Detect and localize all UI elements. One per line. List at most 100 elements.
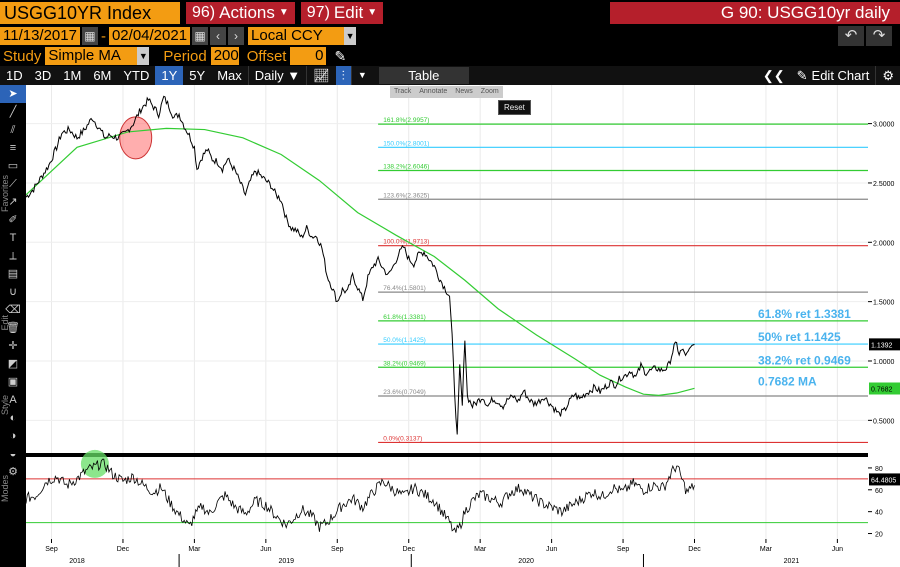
actions-menu[interactable]: 96) Actions ▼ [186,2,295,24]
annotate-button[interactable]: Annotate [419,88,448,95]
pencil-icon[interactable]: ✎ [334,47,347,64]
x-tick-label: Mar [760,546,773,553]
brush-tool-icon[interactable]: ✐ [8,214,18,226]
edit-menu[interactable]: 97) Edit ▼ [300,2,384,24]
actions-label: Actions [219,3,275,22]
range-buttons: 1D 3D 1M 6M YTD 1Y 5Y Max [0,66,248,85]
fib-level-label: 0.0%(0.3137) [383,435,422,442]
next-period-button[interactable]: › [228,27,245,45]
font-tool-icon[interactable]: A [9,394,17,406]
cursor-icon[interactable]: ➤ [0,85,26,103]
pencil-icon: ✎ [796,68,808,83]
x-tick-label: Jun [832,546,843,553]
calendar-icon[interactable]: ▦ [192,27,209,45]
mode-a-icon[interactable]: ◐ [9,412,17,424]
chevron-down-icon: ▼ [367,7,378,18]
study-select[interactable]: Simple MA [45,47,138,65]
style-tool-icon[interactable]: ◩ [7,358,19,370]
settings-icon[interactable]: ⚙ [8,466,18,478]
chevron-down-icon[interactable]: ▼ [344,27,357,45]
favorites-side-label: Favorites [0,175,10,213]
x-tick-label: Dec [403,546,416,553]
redo-icon[interactable]: ↷ [866,26,892,46]
style-side-label: Style [0,395,10,416]
currency-select[interactable]: Local CCY [248,27,345,45]
frequency-select[interactable]: Daily ▼ [247,66,306,85]
magnet-icon[interactable]: ∪ [8,286,18,298]
rsi-line [26,458,695,533]
range-button-3d[interactable]: 3D [34,68,52,83]
arrow-tool-icon[interactable]: ↗ [8,196,18,208]
range-button-1d[interactable]: 1D [6,68,23,83]
zoom-button[interactable]: Zoom [480,88,499,95]
price-chart[interactable]: 161.8%(2.9957) 150.0%(2.8001) 138.2%(2.604… [26,85,900,567]
grid-tool-icon[interactable]: ▤ [7,268,19,280]
chevron-down-icon: ▼ [278,7,289,18]
color-tool-icon[interactable]: ▣ [7,376,19,388]
x-year-label: 2018 [69,558,85,565]
line-tool-icon[interactable]: ╱ [9,106,17,118]
fib-level-label: 38.2%(0.9469) [383,360,426,367]
offset-label: Offset [246,47,287,65]
x-tick-label: Mar [188,546,201,553]
line-chart-icon[interactable]: 📈︎ [306,66,336,85]
range-button-max[interactable]: Max [217,68,242,83]
undo-icon[interactable]: ↶ [838,26,864,46]
y-tick-label: 1.5000 [873,300,895,307]
collapse-icon[interactable]: ❮❮ [762,68,785,83]
reset-button[interactable]: Reset [498,100,531,115]
fib-tool-icon[interactable]: ≡ [9,142,17,154]
offset-input[interactable]: 0 [290,47,327,65]
edit-side-label: Edit [0,315,10,331]
trash-icon[interactable]: 🗑︎ [6,322,20,334]
pane-divider[interactable] [26,453,900,457]
text-tool-icon[interactable]: T [9,232,17,244]
fib-level-label: 150.0%(2.8001) [383,140,429,147]
calendar-icon[interactable]: ▦ [81,27,98,45]
retracement-annotation: 50% ret 1.1425 [758,330,841,344]
eraser-icon[interactable]: ⌫ [5,304,21,316]
rsi-value-tag: 64.4805 [871,477,896,484]
period-input[interactable]: 200 [210,47,239,65]
table-button[interactable]: Table [378,67,469,84]
mode-c-icon[interactable]: ◒ [9,448,17,460]
mode-b-icon[interactable]: ◑ [9,430,17,442]
ticker-field[interactable]: USGG10YR Index [0,2,180,24]
x-tick-label: Sep [331,546,344,553]
ray-tool-icon[interactable]: ⟋ [9,178,17,190]
edit-chart-button[interactable]: ✎ Edit Chart [791,66,876,85]
y-tick-label: 3.0000 [873,122,895,129]
prev-period-button[interactable]: ‹ [210,27,227,45]
crosshair-icon[interactable]: ✛ [8,340,18,352]
edit-chart-label: Edit Chart [811,68,870,83]
channel-tool-icon[interactable]: ⫽ [10,124,16,136]
edit-number: 97) [306,4,330,21]
gear-icon[interactable]: ⚙ [875,66,900,85]
rsi-y-tick-label: 20 [875,532,883,539]
measure-tool-icon[interactable]: ⟂ [9,250,17,262]
date-separator: - [100,27,106,45]
retracement-annotation: 0.7682 MA [758,374,817,388]
range-button-6m[interactable]: 6M [93,68,112,83]
range-button-ytd[interactable]: YTD [123,68,150,83]
retracement-annotation: 61.8% ret 1.3381 [758,307,851,321]
x-year-label: 2020 [518,558,534,565]
end-date-field[interactable]: 02/04/2021 [108,27,191,45]
range-button-1y[interactable]: 1Y [155,66,184,85]
retracement-annotation: 38.2% ret 0.9469 [758,353,851,367]
news-button[interactable]: News [455,88,473,95]
start-date-field[interactable]: 11/13/2017 [0,27,80,45]
chart-toolbar: 1D 3D 1M 6M YTD 1Y 5Y Max Daily ▼ 📈︎ ⫶ ▼ Table … [0,66,900,85]
shape-tool-icon[interactable]: ▭ [7,160,19,172]
track-button[interactable]: Track [394,88,412,95]
window-title: G 90: USGG10yr daily [610,2,900,24]
chevron-down-icon[interactable]: ▼ [137,47,150,65]
chevron-down-icon[interactable]: ▼ [350,66,373,85]
fib-level-label: 61.8%(1.3381) [383,314,426,321]
range-button-1m[interactable]: 1M [63,68,82,83]
ma-price-tag-bg [869,382,900,395]
bar-chart-icon[interactable]: ⫶ [335,66,351,85]
range-button-5y[interactable]: 5Y [189,68,206,83]
fib-level-label: 138.2%(2.6046) [383,164,429,171]
rsi-y-tick-label: 40 [875,510,883,517]
